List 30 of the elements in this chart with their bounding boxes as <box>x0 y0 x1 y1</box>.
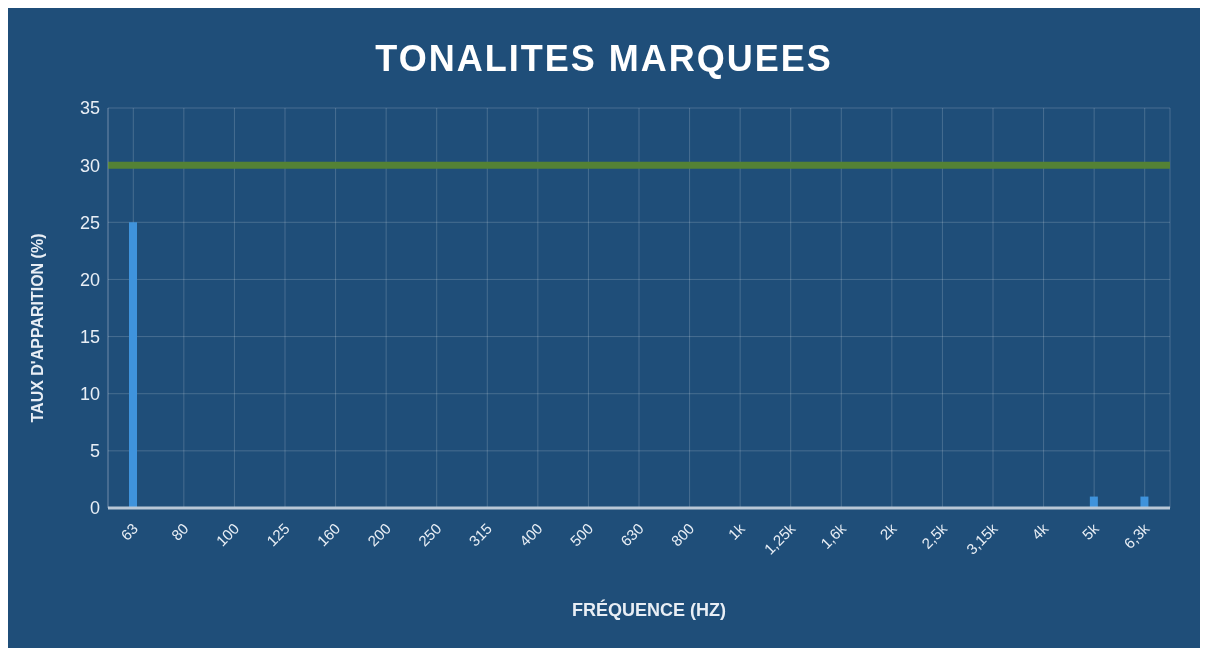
y-axis-title: TAUX D'APPARITION (%) <box>29 233 47 423</box>
x-tick-label: 160 <box>313 519 344 550</box>
x-tick-label: 1k <box>724 519 749 543</box>
y-tick-label: 30 <box>79 155 100 176</box>
x-tick-label: 100 <box>212 519 243 550</box>
y-tick-label: 0 <box>89 498 100 519</box>
x-tick-label: 63 <box>117 519 142 544</box>
x-tick-label: 315 <box>465 519 496 550</box>
y-tick-label: 25 <box>79 212 100 233</box>
x-tick-label: 200 <box>364 519 394 550</box>
x-tick-label: 250 <box>414 519 445 550</box>
y-tick-label: 15 <box>79 326 100 347</box>
x-tick-label: 2k <box>876 519 900 543</box>
x-tick-label: 125 <box>263 519 293 550</box>
x-tick-label: 630 <box>617 519 647 550</box>
chart-title: TONALITES MARQUEES <box>374 38 834 80</box>
x-tick-label: 2,5k <box>918 519 951 552</box>
x-tick-label: 4k <box>1028 519 1052 543</box>
x-tick-label: 6,3k <box>1120 519 1153 552</box>
y-tick-label: 20 <box>79 269 100 290</box>
y-tick-label: 35 <box>79 98 100 119</box>
x-tick-label: 5k <box>1078 519 1103 543</box>
x-axis-title: FRÉQUENCE (HZ) <box>571 600 727 621</box>
x-tick-label: 800 <box>667 519 698 550</box>
y-tick-label: 10 <box>79 384 100 405</box>
y-tick-label: 5 <box>89 441 100 462</box>
x-tick-label: 400 <box>515 519 546 550</box>
x-tick-label: 500 <box>566 519 597 550</box>
x-tick-label: 80 <box>167 519 192 544</box>
x-tick-label: 1,6k <box>816 519 850 552</box>
